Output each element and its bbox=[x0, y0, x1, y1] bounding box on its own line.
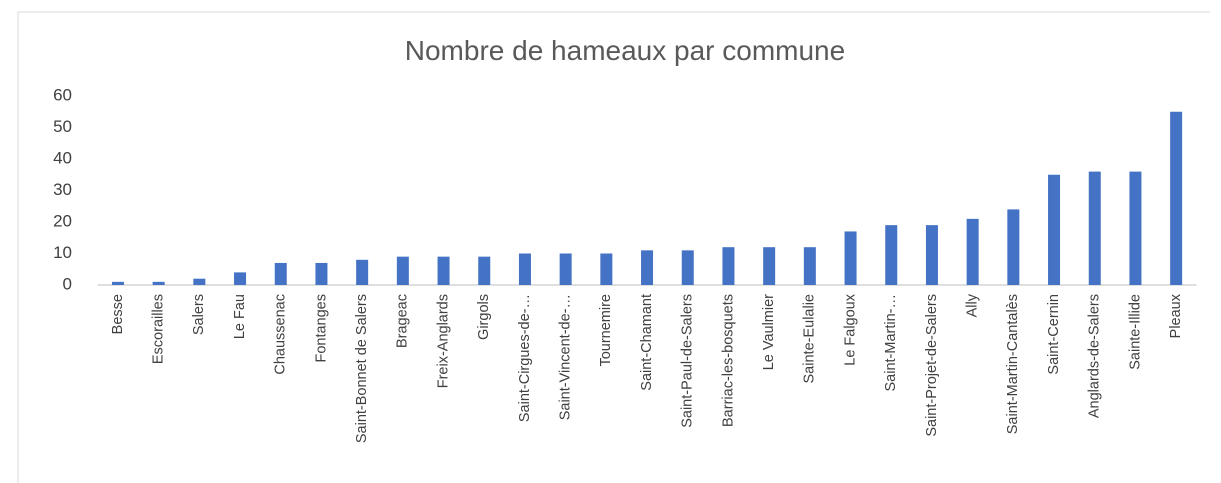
bar bbox=[681, 250, 694, 285]
x-tick-label: Saint-Vincent-de-… bbox=[557, 294, 573, 420]
x-tick-label: Barriac-les-bosquets bbox=[720, 294, 736, 427]
bar bbox=[641, 250, 654, 285]
bar bbox=[315, 262, 328, 285]
bar bbox=[925, 225, 938, 285]
x-tick-label: Freix-Anglards bbox=[435, 294, 451, 388]
bar bbox=[111, 281, 124, 285]
x-tick-label: Saint-Paul-de-Salers bbox=[680, 294, 696, 428]
bar bbox=[1007, 209, 1020, 285]
x-tick-label: Fontanges bbox=[313, 294, 329, 363]
y-tick-label: 50 bbox=[53, 117, 72, 136]
bar bbox=[274, 262, 287, 285]
x-tick-label: Saint-Cernin bbox=[1046, 294, 1062, 375]
bar bbox=[193, 278, 206, 285]
bar bbox=[844, 231, 857, 285]
x-tick-label: Pleaux bbox=[1168, 293, 1184, 338]
x-tick-label: Escorailles bbox=[150, 294, 166, 364]
x-tick-label: Anglards-de-Salers bbox=[1087, 294, 1103, 418]
x-tick-label: Le Vaulmier bbox=[761, 294, 777, 370]
x-tick-label: Chaussenac bbox=[273, 294, 289, 375]
x-tick-label: Le Fau bbox=[232, 294, 248, 339]
y-tick-label: 30 bbox=[53, 180, 72, 199]
bar bbox=[885, 225, 898, 285]
x-tick-label: Sainte-Illide bbox=[1127, 294, 1143, 370]
x-tick-label: Saint-Projet-de-Salers bbox=[924, 294, 940, 437]
x-tick-label: Tournemire bbox=[598, 294, 614, 367]
x-tick-label: Girgols bbox=[476, 294, 492, 340]
x-tick-label: Saint-Martin-… bbox=[883, 294, 899, 392]
x-tick-label: Salers bbox=[191, 294, 207, 335]
bar bbox=[396, 256, 409, 285]
y-tick-label: 20 bbox=[53, 211, 72, 230]
chart-title: Nombre de hameaux par commune bbox=[405, 35, 845, 66]
x-tick-label: Besse bbox=[110, 294, 126, 334]
bar bbox=[356, 259, 369, 285]
bar bbox=[234, 272, 247, 285]
x-tick-label: Brageac bbox=[395, 294, 411, 348]
x-tick-label: Saint-Bonnet de Salers bbox=[354, 294, 370, 443]
bar bbox=[478, 256, 491, 285]
bar bbox=[437, 256, 450, 285]
bar bbox=[600, 253, 613, 285]
bar bbox=[559, 253, 572, 285]
bar bbox=[1048, 174, 1061, 285]
x-tick-label: Saint-Martin-Cantalès bbox=[1005, 294, 1021, 434]
x-tick-label: Saint-Chamant bbox=[639, 294, 655, 391]
y-tick-label: 40 bbox=[53, 148, 72, 167]
bar bbox=[152, 281, 165, 285]
bar bbox=[722, 247, 735, 285]
x-tick-label: Le Falgoux bbox=[842, 293, 858, 365]
x-tick-label: Saint-Cirgues-de-… bbox=[517, 294, 533, 422]
bar bbox=[1088, 171, 1101, 285]
x-tick-label: Sainte-Eulalie bbox=[802, 294, 818, 383]
bar bbox=[1170, 111, 1183, 285]
y-tick-label: 60 bbox=[53, 85, 72, 104]
x-tick-label: Ally bbox=[964, 293, 980, 317]
y-tick-label: 10 bbox=[53, 243, 72, 262]
bar bbox=[763, 247, 776, 285]
y-tick-label: 0 bbox=[63, 274, 72, 293]
bar bbox=[803, 247, 816, 285]
bar bbox=[966, 218, 979, 285]
bar bbox=[1129, 171, 1142, 285]
bar bbox=[518, 253, 531, 285]
